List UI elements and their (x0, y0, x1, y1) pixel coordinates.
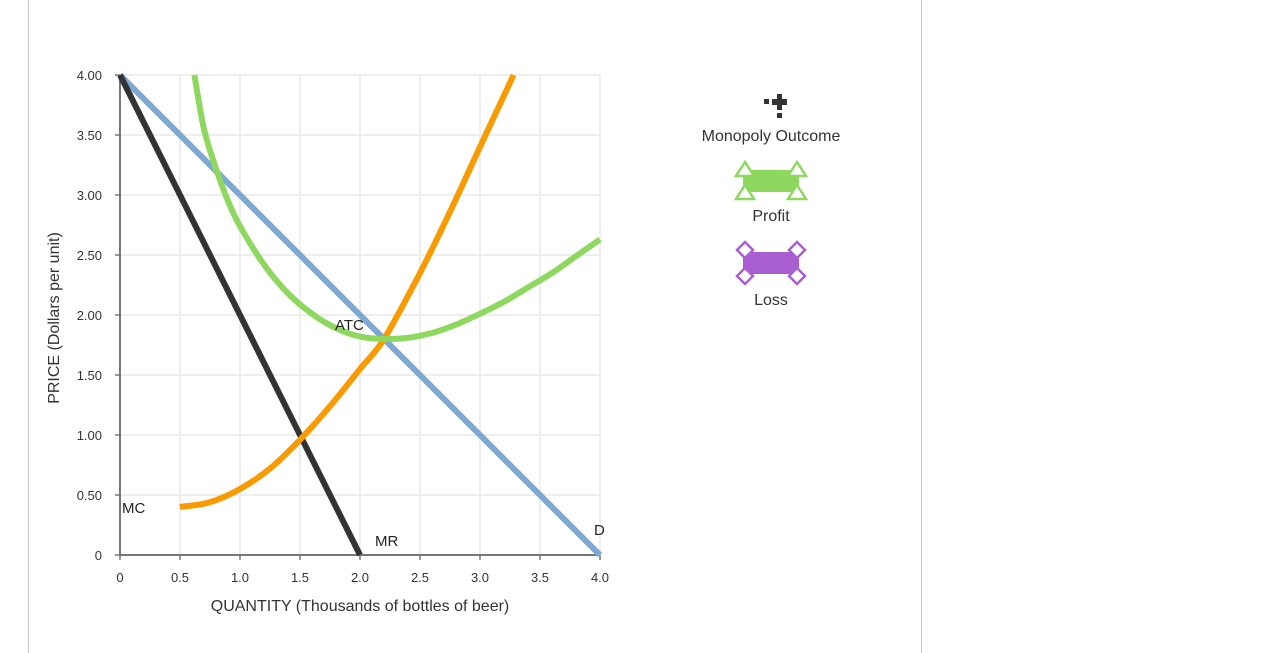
legend-label: Monopoly Outcome (701, 128, 841, 145)
chart: 0 0.5 1.0 1.5 2.0 2.5 3.0 3.5 4.0 0 0.50 1.00 1.50 2… (46, 68, 609, 615)
legend-item-profit[interactable]: Profit (680, 160, 862, 226)
curve-d (117, 72, 603, 558)
black-plus-marker-icon[interactable] (751, 88, 791, 122)
y-tick-label: 0 (95, 548, 102, 563)
curve-label-mc: MC (122, 500, 145, 517)
x-axis-title: QUANTITY (Thousands of bottles of beer) (211, 598, 510, 615)
y-tick-label: 2.00 (77, 308, 102, 323)
x-tick-label: 0.5 (171, 570, 189, 585)
legend-item-monopoly-outcome[interactable]: Monopoly Outcome (680, 88, 862, 146)
x-tick-label: 0 (116, 570, 123, 585)
y-axis-title: PRICE (Dollars per unit) (46, 232, 63, 404)
x-tick-labels: 0 0.5 1.0 1.5 2.0 2.5 3.0 3.5 4.0 (116, 570, 609, 585)
legend: Monopoly Outcome Profit Loss (680, 88, 862, 310)
y-tick-label: 1.50 (77, 368, 102, 383)
y-tick-label: 0.50 (77, 488, 102, 503)
grid (120, 74, 601, 555)
y-tick-label: 3.50 (77, 128, 102, 143)
panel-left-border (28, 0, 29, 653)
panel-right-border (921, 0, 922, 653)
curve-label-mr: MR (375, 533, 398, 550)
legend-label: Loss (754, 292, 788, 309)
x-tick-label: 1.0 (231, 570, 249, 585)
curves (117, 72, 603, 558)
curve-mr (117, 73, 363, 557)
x-tick-label: 2.0 (351, 570, 369, 585)
legend-label: Profit (752, 208, 790, 225)
x-tick-label: 2.5 (411, 570, 429, 585)
y-tick-label: 2.50 (77, 248, 102, 263)
y-tick-label: 4.00 (77, 68, 102, 83)
x-tick-label: 4.0 (591, 570, 609, 585)
y-tick-labels: 0 0.50 1.00 1.50 2.00 2.50 3.00 3.50 4.00 (77, 68, 102, 563)
x-tick-label: 3.5 (531, 570, 549, 585)
green-rectangle-triangle-handles-icon[interactable] (731, 160, 811, 202)
legend-item-loss[interactable]: Loss (680, 240, 862, 310)
curve-atc (191, 74, 602, 343)
x-tick-label: 3.0 (471, 570, 489, 585)
x-tick-label: 1.5 (291, 570, 309, 585)
y-tick-label: 3.00 (77, 188, 102, 203)
curve-label-d: D (594, 522, 605, 539)
y-tick-label: 1.00 (77, 428, 102, 443)
curve-labels: D MR MC ATC (122, 317, 605, 550)
purple-rectangle-diamond-handles-icon[interactable] (731, 240, 811, 286)
curve-label-atc: ATC (335, 317, 364, 334)
curve-mc (179, 73, 517, 510)
